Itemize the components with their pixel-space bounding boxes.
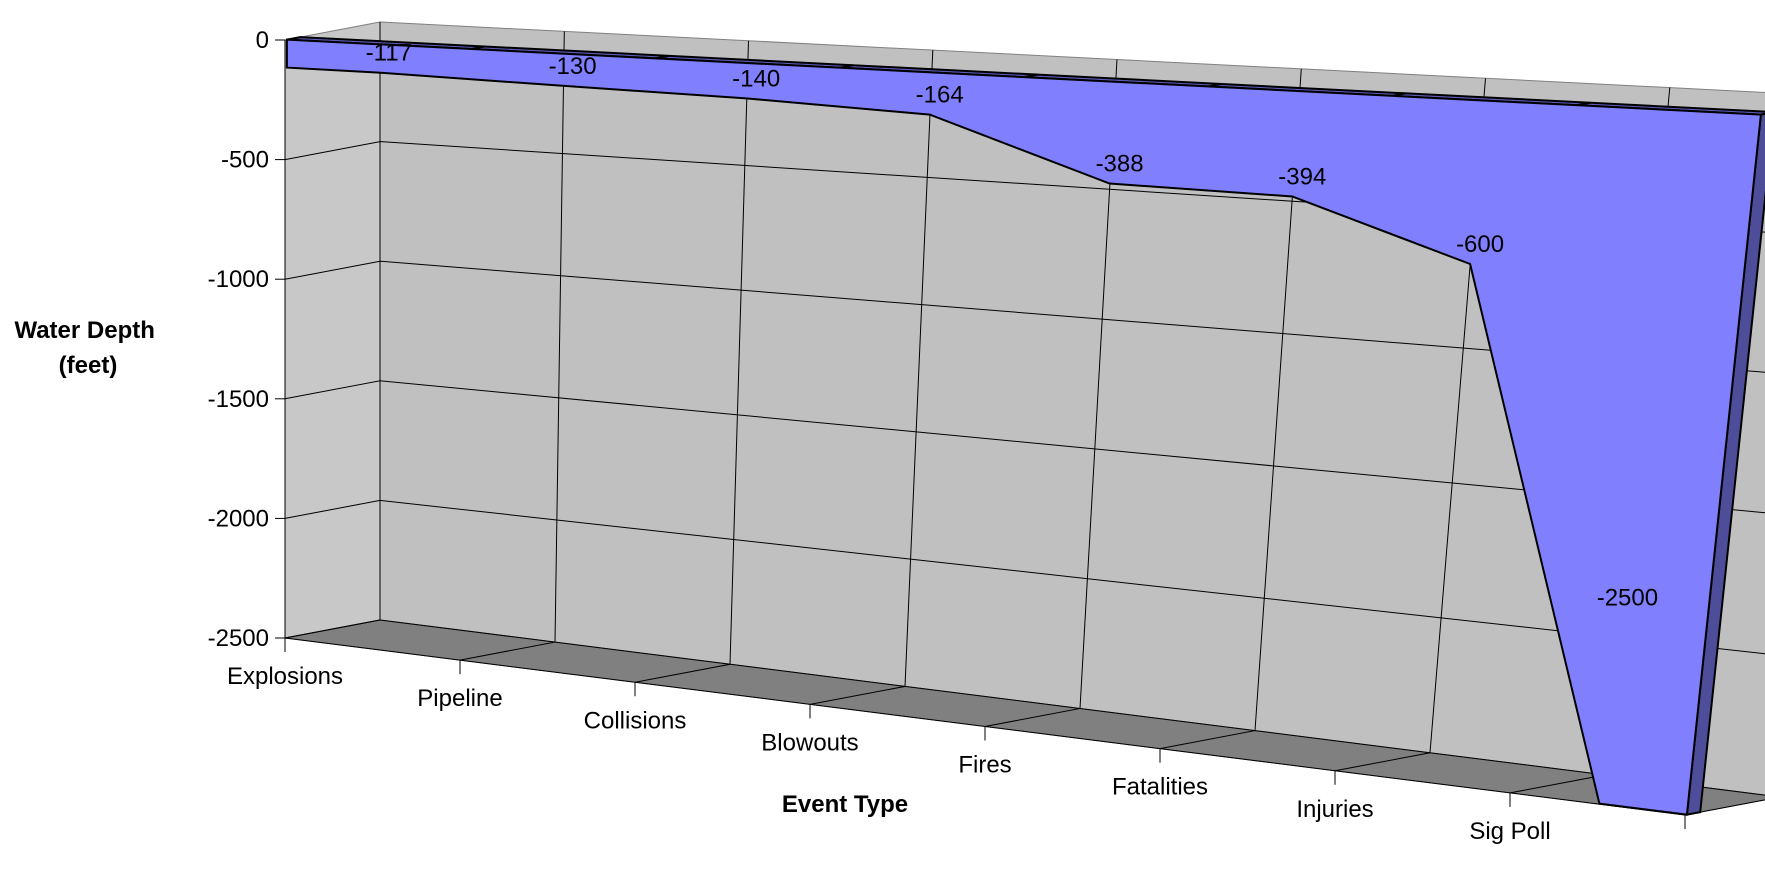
data-label: -140 bbox=[732, 65, 780, 92]
series-front-face bbox=[285, 38, 1763, 816]
gridline-x bbox=[634, 40, 749, 683]
y-axis-title: Water Depth (feet) bbox=[14, 317, 161, 379]
data-label: -117 bbox=[366, 40, 412, 67]
x-tick-label: Pipeline bbox=[417, 685, 502, 712]
x-tick-label: Fires bbox=[958, 752, 1011, 779]
gridline-x bbox=[459, 31, 565, 661]
data-label: -164 bbox=[916, 82, 964, 109]
x-tick-label: Blowouts bbox=[761, 729, 858, 756]
y-tick-label: 0 bbox=[256, 27, 269, 54]
x-axis-title: Event Type bbox=[782, 791, 908, 818]
chart-gridlines bbox=[284, 22, 1765, 816]
data-label: -388 bbox=[1096, 151, 1144, 178]
gridline-x bbox=[809, 50, 934, 705]
data-label: -2500 bbox=[1597, 585, 1658, 612]
x-axis: Explosions Pipeline Collisions Blowouts Fire… bbox=[227, 637, 1686, 845]
y-tick-label: -1000 bbox=[208, 266, 269, 293]
x-tick-label: Explosions bbox=[227, 663, 343, 690]
gridline-x bbox=[1159, 68, 1302, 750]
y-axis-title-line-1: Water Depth bbox=[14, 317, 154, 344]
data-label: -600 bbox=[1456, 231, 1504, 258]
gridline-x bbox=[284, 22, 381, 639]
x-tick-label: Fatalities bbox=[1112, 774, 1208, 801]
gridline-x bbox=[1684, 799, 1765, 816]
data-labels: -117 -130 -140 -164 -388 -394 -600 -2500 bbox=[366, 40, 1658, 612]
x-tick-label: Sig Poll bbox=[1469, 818, 1550, 845]
y-axis-title-line-2: (feet) bbox=[59, 352, 118, 379]
y-tick-label: -500 bbox=[221, 147, 269, 174]
side-wall bbox=[284, 21, 381, 639]
y-tick-label: -2500 bbox=[208, 625, 269, 652]
gridline-x bbox=[1334, 78, 1486, 772]
data-label: -394 bbox=[1278, 164, 1326, 191]
x-tick-label: Collisions bbox=[584, 707, 687, 734]
y-tick-label: -2000 bbox=[208, 505, 269, 532]
series-area bbox=[285, 36, 1765, 816]
y-axis: 0 -500 -1000 -1500 -2000 -2500 bbox=[208, 27, 286, 652]
gridline-x bbox=[984, 59, 1118, 727]
data-label: -130 bbox=[549, 53, 597, 80]
y-tick-label: -1500 bbox=[208, 386, 269, 413]
x-tick-label: Injuries bbox=[1296, 796, 1373, 823]
